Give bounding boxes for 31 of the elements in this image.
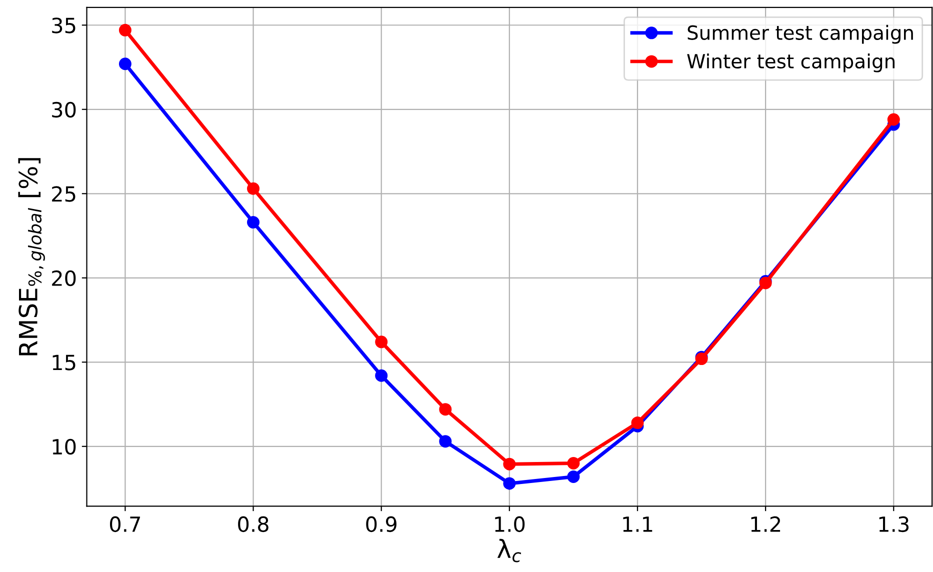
- y-tick-label: 35: [52, 18, 76, 34]
- point: [631, 416, 644, 430]
- y-tick-label: 20: [52, 270, 76, 286]
- x-tick-label: 0.8: [238, 516, 268, 532]
- x-axis-title: λ$_{c}$: [497, 538, 522, 562]
- point: [567, 457, 580, 470]
- point: [247, 216, 260, 229]
- point: [439, 435, 452, 448]
- point: [118, 24, 132, 36]
- point: [887, 113, 900, 126]
- y-tick-label: 15: [52, 354, 76, 370]
- point: [567, 470, 580, 483]
- x-tick-label: 1.0: [495, 516, 525, 532]
- x-tick-label: 1.1: [623, 516, 652, 532]
- x-tick-label: 0.7: [110, 516, 140, 532]
- point: [118, 58, 132, 70]
- point: [503, 477, 516, 490]
- legend-label: Winter test campaign: [687, 53, 895, 72]
- x-tick-label: 1.3: [879, 516, 909, 532]
- point: [247, 182, 260, 195]
- point: [503, 458, 516, 470]
- x-tick-label: 1.2: [751, 516, 780, 532]
- y-axis-title: RMSE$_{%,global}$ [%]: [18, 158, 45, 356]
- y-tick-label: 10: [52, 438, 76, 455]
- legend-label: Summer test campaign: [688, 24, 913, 44]
- point: [375, 369, 388, 382]
- y-tick-label: 30: [52, 102, 76, 118]
- x-tick-label: 0.9: [366, 516, 396, 532]
- point: [439, 403, 452, 416]
- point: [375, 336, 388, 348]
- y-tick-label: 25: [52, 186, 76, 202]
